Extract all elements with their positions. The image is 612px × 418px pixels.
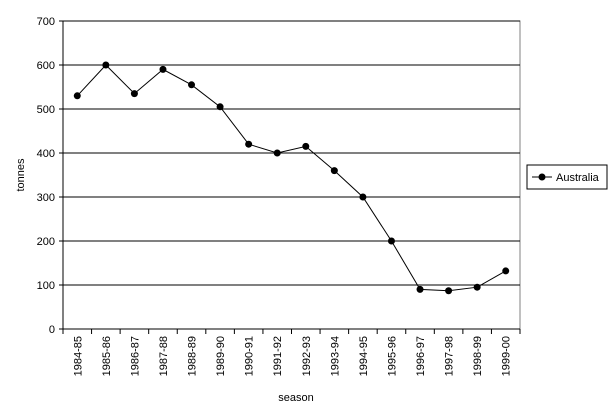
marker bbox=[330, 167, 338, 175]
marker bbox=[216, 103, 224, 111]
x-tick-label: 1985-86 bbox=[101, 336, 113, 376]
x-tick-label: 1987-88 bbox=[158, 336, 170, 376]
y-tick-label: 300 bbox=[37, 192, 55, 204]
marker bbox=[188, 81, 196, 89]
marker bbox=[273, 149, 281, 157]
marker bbox=[245, 140, 253, 148]
plot-area bbox=[62, 20, 521, 330]
marker bbox=[302, 142, 310, 150]
marker bbox=[445, 287, 453, 295]
x-tick-label: 1992-93 bbox=[301, 336, 313, 376]
y-tick-label: 200 bbox=[37, 236, 55, 248]
x-tick-label: 1995-96 bbox=[386, 336, 398, 376]
marker bbox=[416, 285, 424, 293]
y-axis-label: tonnes bbox=[15, 158, 27, 192]
x-tick-label: 1984-85 bbox=[72, 336, 84, 376]
x-tick-label: 1994-95 bbox=[358, 336, 370, 376]
marker bbox=[387, 237, 395, 245]
legend-label: Australia bbox=[556, 172, 600, 184]
x-tick-label: 1991-92 bbox=[272, 336, 284, 376]
line bbox=[76, 64, 506, 292]
x-tick-label: 1997-98 bbox=[444, 336, 456, 376]
x-tick-label: 1993-94 bbox=[329, 336, 341, 376]
y-tick-label: 700 bbox=[37, 16, 55, 28]
x-tick-label: 1988-89 bbox=[187, 336, 199, 376]
marker bbox=[73, 92, 81, 100]
marker bbox=[359, 193, 367, 201]
y-tick-label: 500 bbox=[37, 104, 55, 116]
legend-marker bbox=[538, 173, 546, 181]
marker bbox=[130, 90, 138, 98]
x-tick-label: 1986-87 bbox=[129, 336, 141, 376]
y-tick-label: 400 bbox=[37, 148, 55, 160]
y-tick-label: 600 bbox=[37, 60, 55, 72]
x-axis-label: season bbox=[278, 392, 313, 404]
y-tick-label: 0 bbox=[49, 324, 55, 336]
marker bbox=[102, 61, 110, 69]
x-tick-label: 1998-99 bbox=[472, 336, 484, 376]
marker bbox=[159, 65, 167, 73]
x-tick-label: 1990-91 bbox=[244, 336, 256, 376]
y-tick-label: 100 bbox=[37, 280, 55, 292]
marker bbox=[502, 267, 510, 275]
marker bbox=[473, 283, 481, 291]
x-tick-label: 1996-97 bbox=[415, 336, 427, 376]
x-tick-label: 1989-90 bbox=[215, 336, 227, 376]
x-tick-label: 1999-00 bbox=[501, 336, 513, 376]
